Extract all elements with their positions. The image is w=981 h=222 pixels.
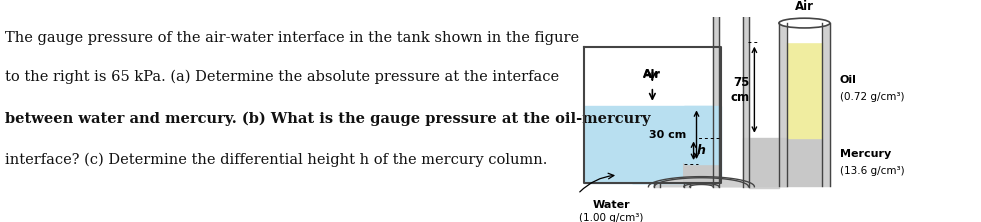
Text: Water: Water [593, 200, 630, 210]
Polygon shape [654, 183, 660, 187]
Text: (1.00 g/cm³): (1.00 g/cm³) [579, 213, 644, 222]
Circle shape [779, 18, 830, 28]
Text: Air: Air [644, 69, 661, 79]
Text: (0.72 g/cm³): (0.72 g/cm³) [840, 92, 904, 102]
Polygon shape [822, 23, 830, 186]
Text: Mercury: Mercury [840, 149, 891, 159]
Polygon shape [787, 138, 822, 186]
Polygon shape [684, 138, 719, 187]
Polygon shape [684, 106, 719, 164]
Polygon shape [654, 178, 749, 187]
Polygon shape [743, 138, 787, 186]
Polygon shape [787, 23, 822, 42]
Text: (13.6 g/cm³): (13.6 g/cm³) [840, 166, 904, 176]
Text: h: h [697, 144, 706, 157]
Polygon shape [743, 14, 749, 187]
Polygon shape [713, 14, 719, 187]
Text: 30 cm: 30 cm [649, 130, 687, 140]
Text: between water and mercury. (b) What is the gauge pressure at the oil-mercury: between water and mercury. (b) What is t… [5, 111, 650, 126]
Text: interface? (c) Determine the differential height h of the mercury column.: interface? (c) Determine the differentia… [5, 153, 547, 167]
Polygon shape [684, 183, 690, 187]
Polygon shape [749, 186, 779, 188]
Text: to the right is 65 kPa. (a) Determine the absolute pressure at the interface: to the right is 65 kPa. (a) Determine th… [5, 70, 559, 84]
Text: Air: Air [644, 70, 661, 80]
Polygon shape [719, 185, 787, 186]
Polygon shape [787, 42, 822, 138]
Polygon shape [584, 106, 721, 183]
Polygon shape [779, 23, 787, 186]
Text: Air: Air [795, 0, 814, 13]
Text: Oil: Oil [840, 75, 856, 85]
Text: The gauge pressure of the air-water interface in the tank shown in the figure: The gauge pressure of the air-water inte… [5, 31, 579, 45]
Text: 75: 75 [733, 76, 749, 89]
Text: cm: cm [731, 91, 749, 104]
